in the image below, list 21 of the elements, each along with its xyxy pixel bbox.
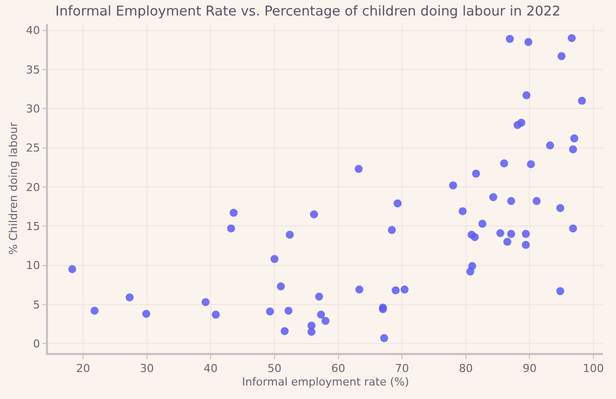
x-axis-title: Informal employment rate (%) bbox=[242, 376, 410, 389]
y-tick-label: 15 bbox=[26, 220, 40, 233]
y-tick-label: 35 bbox=[26, 63, 40, 76]
y-tick-label: 0 bbox=[33, 337, 40, 350]
x-tick-label: 90 bbox=[522, 362, 537, 375]
x-tick-label: 30 bbox=[140, 362, 154, 375]
y-tick-label: 25 bbox=[26, 142, 40, 155]
x-tick-label: 40 bbox=[204, 362, 218, 375]
x-tick-label: 80 bbox=[458, 362, 473, 375]
y-tick-label: 20 bbox=[26, 180, 40, 194]
x-tick-label: 60 bbox=[331, 362, 346, 375]
y-tick-label: 10 bbox=[26, 259, 40, 272]
y-tick-label: 5 bbox=[33, 298, 40, 312]
y-tick-label: 30 bbox=[26, 102, 40, 116]
chart-title: Informal Employment Rate vs. Percentage of children doing labour in 2022 bbox=[55, 3, 561, 20]
x-tick-label: 100 bbox=[582, 362, 604, 375]
x-tick-label: 50 bbox=[267, 362, 282, 375]
y-tick-label: 40 bbox=[26, 24, 40, 38]
x-tick-label: 70 bbox=[395, 362, 410, 375]
y-axis-title: % Children doing labour bbox=[7, 122, 20, 255]
x-tick-label: 20 bbox=[76, 362, 90, 375]
